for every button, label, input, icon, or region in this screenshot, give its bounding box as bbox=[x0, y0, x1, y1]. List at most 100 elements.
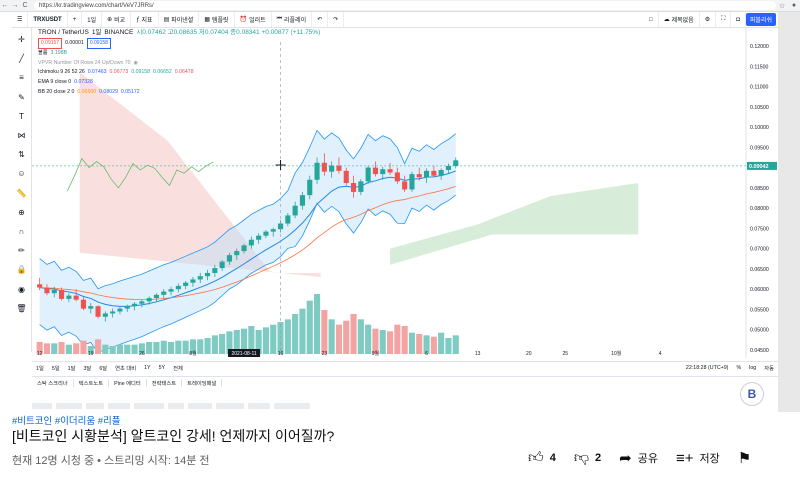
range-1m[interactable]: 1달 bbox=[67, 365, 76, 372]
compare-button[interactable]: ⊕ 비교 bbox=[102, 12, 132, 27]
publish-button[interactable]: 퍼블리쉬 bbox=[745, 13, 776, 26]
reload-icon[interactable]: C bbox=[22, 2, 28, 9]
tab-screener[interactable]: 스탁 스크리너 bbox=[32, 378, 74, 387]
financials-button[interactable]: ▤ 파이낸셜 bbox=[159, 12, 200, 27]
video-hashtags[interactable]: #비트코인 #이더리움 #리플 bbox=[12, 416, 121, 427]
layout-name[interactable]: ☁ 제목없음 bbox=[659, 12, 700, 27]
crosshair-icon[interactable]: ✛ bbox=[18, 35, 25, 45]
percent-toggle[interactable]: % bbox=[736, 364, 742, 371]
tv-top-toolbar: ☰ TRXUSDT + 1일 ⊕ 비교 ƒ 지표 ▤ 파이낸셜 ▦ 템플릿 ⏰ 얼러트 ⏮… bbox=[12, 12, 778, 28]
layout-icon[interactable]: □ bbox=[644, 12, 659, 27]
price-tick-label: 0.10000 bbox=[750, 125, 769, 131]
brush-icon[interactable]: ✎ bbox=[18, 92, 25, 102]
price-chart[interactable]: 0.12000 0.11500 0.11000 0.10500 0.10000 0.095… bbox=[32, 28, 778, 358]
menu-icon[interactable]: ☰ bbox=[12, 12, 29, 27]
range-5y[interactable]: 5Y bbox=[158, 364, 166, 371]
browser-bar: ← → C https://kr.tradingview.com/chart/V… bbox=[0, 0, 800, 12]
indicators-button[interactable]: ƒ 지표 bbox=[131, 12, 159, 27]
range-6m[interactable]: 6달 bbox=[99, 365, 108, 372]
forward-icon[interactable]: → bbox=[11, 2, 19, 9]
candle-body bbox=[190, 279, 196, 283]
volume-bar bbox=[350, 314, 357, 354]
bollinger-upper-line bbox=[39, 129, 456, 290]
volume-bar bbox=[423, 335, 430, 354]
dislike-button[interactable]: 👎︎ 2 bbox=[574, 449, 601, 467]
eye-icon[interactable]: ◉ bbox=[18, 284, 25, 294]
replay-button[interactable]: ⏮ 리플레이 bbox=[272, 12, 313, 27]
candle-body bbox=[66, 295, 72, 299]
share-button[interactable]: ➦ 공유 bbox=[619, 449, 658, 467]
tab-pine-editor[interactable]: Pine 에디터 bbox=[109, 378, 147, 387]
tab-text-notes[interactable]: 텍스트노트 bbox=[74, 378, 110, 387]
text-icon[interactable]: T bbox=[19, 111, 24, 121]
blurred-item bbox=[86, 403, 104, 409]
range-1y[interactable]: 1Y bbox=[144, 364, 151, 371]
emoji-icon[interactable]: ☺ bbox=[17, 169, 26, 179]
trendline-icon[interactable]: ╱ bbox=[19, 54, 24, 64]
pattern-icon[interactable]: ⋈ bbox=[17, 131, 26, 141]
save-button[interactable]: ≡+ 저장 bbox=[676, 450, 720, 467]
chart-svg: 0.12000 0.11500 0.11000 0.10500 0.10000 0.095… bbox=[32, 28, 777, 358]
interval-button[interactable]: 1일 bbox=[82, 12, 103, 27]
volume-bar bbox=[372, 328, 379, 354]
templates-button[interactable]: ▦ 템플릿 bbox=[199, 12, 235, 27]
volume-bar bbox=[284, 319, 291, 354]
range-5d[interactable]: 5일 bbox=[51, 365, 60, 372]
buy-button[interactable]: 0.09158 bbox=[86, 37, 111, 50]
range-all[interactable]: 전체 bbox=[173, 365, 183, 372]
thumbs-down-icon: 👎︎ bbox=[573, 449, 590, 466]
candle-body bbox=[314, 162, 320, 180]
camera-icon[interactable]: ◘ bbox=[731, 12, 746, 27]
trash-icon[interactable]: 🗑 bbox=[16, 303, 27, 313]
volume-bar bbox=[146, 342, 153, 354]
prediction-icon[interactable]: ⇅ bbox=[18, 150, 25, 160]
profile-icon[interactable]: ● bbox=[791, 2, 797, 9]
volume-bar bbox=[94, 339, 102, 354]
range-1d[interactable]: 1일 bbox=[36, 365, 44, 372]
lock-icon[interactable]: 🔒 bbox=[16, 265, 27, 275]
range-3m[interactable]: 3달 bbox=[83, 365, 92, 372]
star-icon[interactable]: ☆ bbox=[778, 2, 786, 10]
add-symbol-button[interactable]: + bbox=[68, 12, 83, 27]
candle-body bbox=[80, 299, 87, 309]
tab-trading-panel[interactable]: 트레이딩패널 bbox=[182, 378, 223, 387]
url-bar[interactable]: https://kr.tradingview.com/chart/VeV7JRR… bbox=[34, 1, 776, 10]
candle-body bbox=[226, 255, 233, 262]
ichimoku-value-1: 0.07463 bbox=[87, 69, 107, 76]
channel-watermark-logo: B bbox=[740, 382, 764, 406]
blurred-item bbox=[108, 403, 130, 409]
legend-interval: 1일 bbox=[91, 29, 102, 36]
fib-icon[interactable]: ≡ bbox=[19, 73, 24, 83]
bottom-panel-tabs: 스탁 스크리너 텍스트노트 Pine 에디터 전략테스트 트레이딩패널 bbox=[32, 376, 778, 388]
redo-icon[interactable]: ↷ bbox=[328, 12, 345, 27]
bollinger-lower-line bbox=[39, 194, 456, 354]
ruler-icon[interactable]: 📏 bbox=[16, 188, 27, 198]
like-button[interactable]: 👍︎ 4 bbox=[528, 449, 556, 467]
fullscreen-icon[interactable]: ⛶ bbox=[716, 12, 732, 27]
tab-strategy-tester[interactable]: 전략테스트 bbox=[147, 378, 183, 387]
time-tick-label: 16 bbox=[278, 351, 284, 357]
log-toggle[interactable]: log bbox=[749, 364, 757, 371]
magnet-icon[interactable]: ∩ bbox=[18, 226, 25, 236]
candle-body bbox=[139, 301, 145, 304]
range-ytd[interactable]: 연초 대비 bbox=[115, 365, 137, 372]
lock-drawing-icon[interactable]: ✏ bbox=[18, 246, 25, 256]
zoom-icon[interactable]: ⊕ bbox=[18, 207, 25, 217]
volume-bar bbox=[255, 330, 262, 354]
sell-button[interactable]: 0.09157 bbox=[38, 37, 63, 50]
candle-body bbox=[110, 311, 116, 314]
auto-toggle[interactable]: 자동 bbox=[764, 365, 774, 372]
volume-bar bbox=[240, 328, 248, 354]
video-actions: 👍︎ 4 👎︎ 2 ➦ 공유 ≡+ 저장 ⚑ bbox=[528, 449, 769, 467]
video-player[interactable]: ☰ TRXUSDT + 1일 ⊕ 비교 ƒ 지표 ▤ 파이낸셜 ▦ 템플릿 ⏰ 얼러트 ⏮… bbox=[12, 12, 778, 412]
clock[interactable]: 22:18:28 (UTC+9) bbox=[685, 364, 729, 371]
eye-icon[interactable]: ◉ bbox=[133, 59, 139, 66]
alert-button[interactable]: ⏰ 얼러트 bbox=[235, 12, 272, 27]
symbol-search[interactable]: TRXUSDT bbox=[28, 12, 68, 27]
report-button[interactable]: ⚑ bbox=[738, 449, 751, 467]
settings-icon[interactable]: ⚙ bbox=[700, 12, 717, 27]
candle-body bbox=[438, 170, 444, 176]
candle-body bbox=[277, 223, 284, 230]
back-icon[interactable]: ← bbox=[1, 2, 9, 9]
undo-icon[interactable]: ↶ bbox=[312, 12, 329, 27]
